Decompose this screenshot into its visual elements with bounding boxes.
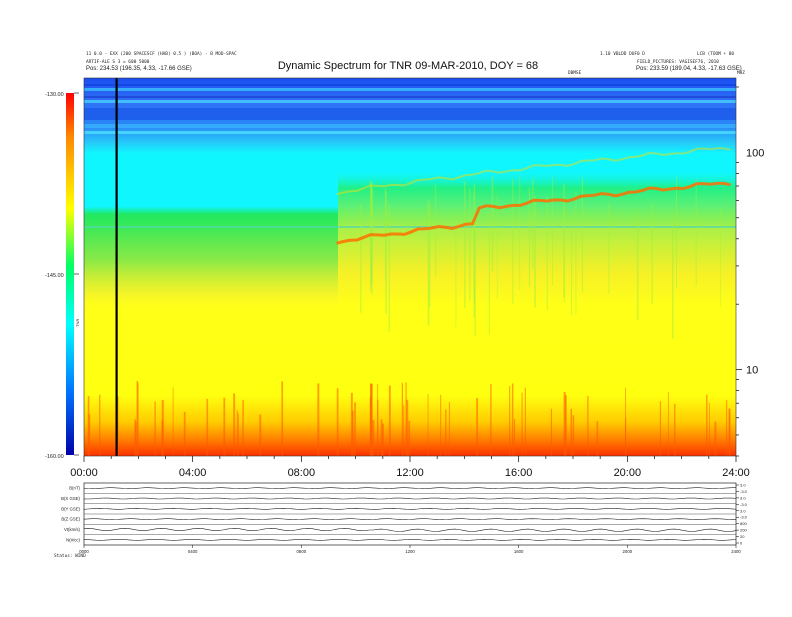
vertical-streaks: [87, 175, 731, 456]
colorbar-tick-bottom: -160.00: [45, 454, 64, 460]
panel-bottom-tick-label-1: 0400: [188, 549, 198, 554]
panel-rows: B(nT) B(X GSE) B(Y GSE) B(Z GSE) Vt(km/s) N(#…: [61, 486, 737, 542]
panel-label-0: B(nT): [69, 486, 80, 491]
y-axis: [736, 86, 742, 457]
header-center-sub: DBMSE: [568, 70, 582, 76]
panel-label-2: B(Y GSE): [61, 506, 80, 511]
panel-trace-3: [83, 518, 736, 521]
spectrogram: [84, 78, 736, 456]
header-left-line3: Pos: 234.53 (196.35, 4.33, -17.66 GSE): [86, 66, 192, 72]
panel-right-tick-label-6: 800: [740, 521, 747, 526]
panel-bottom-ticks: 0000 0400 0800 1200 1600 2000 2400: [79, 545, 741, 554]
panel-trace-5: [83, 538, 737, 541]
panel-bottom-tick-label-2: 0800: [297, 549, 307, 554]
panel-right-tick-label-2: 3.0: [740, 495, 746, 500]
x-tick-label-3: 12:00: [396, 467, 424, 479]
panel-label-3: B(Z GSE): [61, 517, 80, 522]
x-axis: 00:00 04:00 08:00 12:00 16:00 20:00 24:00: [70, 456, 750, 479]
panel-right-tick-label-3: -3.0: [740, 502, 748, 507]
plasma-line-upper: [336, 147, 731, 196]
header-left-line1: 11 0.0 - EXX (200 SPACESCF (HAB) 0.5 ) (…: [86, 51, 237, 57]
panel-bottom-tick-label-0: 0000: [79, 549, 89, 554]
panel-bottom-tick-label-5: 2000: [623, 549, 633, 554]
panel-trace-1: [83, 497, 737, 500]
panel-right-tick-label-4: 3.0: [740, 508, 746, 513]
band-2: [84, 96, 736, 98]
band-5: [84, 124, 736, 128]
x-tick-label-2: 08:00: [288, 467, 316, 479]
plasma-line-series: [336, 181, 731, 245]
panel-trace-4: [83, 527, 737, 532]
colorbar-label: TNR: [75, 319, 80, 327]
x-tick-label-5: 20:00: [614, 467, 642, 479]
band-7: [84, 226, 736, 228]
panel-bottom-tick-label-6: 2400: [731, 549, 741, 554]
colorbar-tick-top: -130.00: [45, 92, 64, 98]
x-tick-label-4: 16:00: [505, 467, 533, 479]
colorbar-tick-mid: -145.00: [45, 273, 64, 279]
band-0: [84, 84, 736, 86]
y-tick-label-10: 10: [746, 365, 758, 377]
band-1: [84, 88, 736, 91]
mhz-label: MHZ: [737, 70, 745, 76]
panel-bottom-tick-label-4: 1600: [514, 549, 524, 554]
y-tick-label-100: 100: [746, 147, 764, 159]
lower-panels: B(nT) B(X GSE) B(Y GSE) B(Z GSE) Vt(km/s) N(#…: [54, 483, 748, 560]
panel-trace-0: [83, 487, 736, 490]
panel-bottom-tick-label-3: 1200: [405, 549, 415, 554]
panel-right-tick-label-7: 200: [740, 528, 747, 533]
colorbar-gradient: [66, 93, 74, 455]
chart-title: Dynamic Spectrum for TNR 09-MAR-2010, DO…: [278, 60, 538, 72]
right-band-region: [338, 78, 736, 456]
header-right-line1: 1.10 VBLDD DUF0 D: [600, 51, 645, 57]
header-right-line2: FIELD_PICTURES: VAGISEF76, 2010: [637, 59, 719, 65]
header-right-line3: Pos: 233.59 (189.04, 4.33, -17.63 GSE): [636, 66, 742, 72]
band-4: [84, 108, 736, 120]
x-tick-label-1: 04:00: [179, 467, 207, 479]
panel-right-tick-label-1: -3.0: [740, 489, 748, 494]
panel-trace-2: [83, 507, 737, 510]
panel-label-1: B(X GSE): [61, 496, 80, 501]
horizontal-bands: [84, 84, 736, 228]
header-right-top-label: LCB (TOOM + 80: [697, 51, 734, 57]
x-tick-label-0: 00:00: [70, 467, 98, 479]
header-left-line2: ARTIF-ALE S 3 = 600 5000: [86, 59, 150, 65]
x-tick-label-6: 24:00: [722, 467, 750, 479]
colorbar: -130.00 -145.00 -160.00 TNR: [45, 92, 80, 460]
panel-right-tick-label-8: 20: [740, 534, 745, 539]
band-3: [84, 100, 736, 103]
panel-footer-label: Status: WIND: [54, 553, 86, 559]
panel-label-4: Vt(km/s): [64, 527, 81, 532]
panel-right-tick-label-5: -3.0: [740, 515, 748, 520]
panel-label-5: N(#/cc): [66, 537, 80, 542]
band-6: [84, 131, 736, 134]
panel-right-tick-label-0: 3.0: [740, 483, 746, 488]
panel-right-tick-label-9: 0: [740, 541, 743, 546]
left-band-region: [84, 78, 338, 456]
